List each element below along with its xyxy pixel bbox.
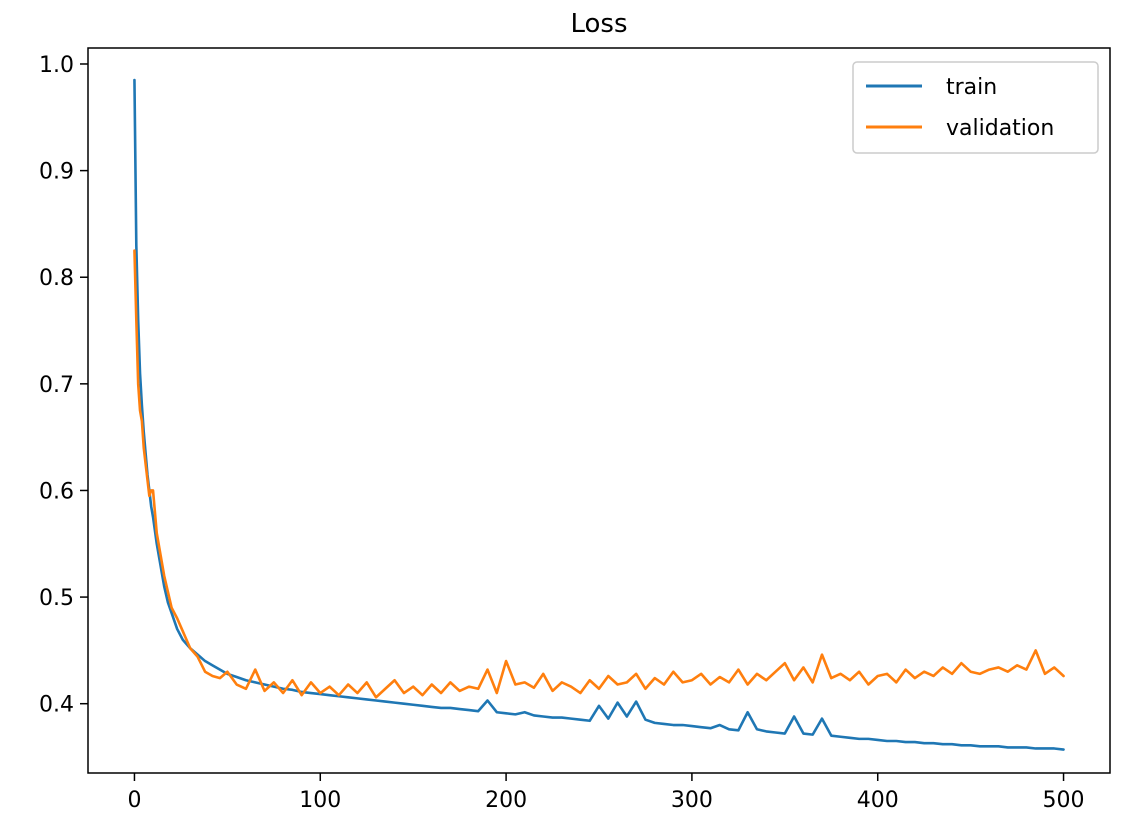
x-tick-label: 400 xyxy=(857,788,899,813)
y-tick-label: 0.5 xyxy=(39,586,74,611)
y-tick-label: 0.7 xyxy=(39,373,74,398)
y-tick-label: 1.0 xyxy=(39,53,74,78)
y-axis: 0.4 0.5 0.6 0.7 0.8 0.9 1.0 xyxy=(39,53,88,718)
y-tick-label: 0.8 xyxy=(39,266,74,291)
y-tick-label: 0.9 xyxy=(39,160,74,185)
legend-label-validation: validation xyxy=(946,116,1054,141)
y-tick-label: 0.6 xyxy=(39,479,74,504)
plot-area xyxy=(133,78,1065,751)
chart-title: Loss xyxy=(570,9,627,39)
legend-label-train: train xyxy=(946,75,997,100)
x-axis: 0 100 200 300 400 500 xyxy=(127,773,1085,813)
legend: train validation xyxy=(852,61,1099,154)
y-tick-label: 0.4 xyxy=(39,693,74,718)
series-line-validation xyxy=(133,249,1065,699)
x-tick-label: 0 xyxy=(127,788,141,813)
series-layer xyxy=(133,78,1065,751)
plot-frame xyxy=(87,47,1111,774)
x-tick-label: 500 xyxy=(1043,788,1085,813)
x-tick-label: 300 xyxy=(671,788,713,813)
x-tick-label: 100 xyxy=(299,788,341,813)
x-tick-label: 200 xyxy=(485,788,527,813)
